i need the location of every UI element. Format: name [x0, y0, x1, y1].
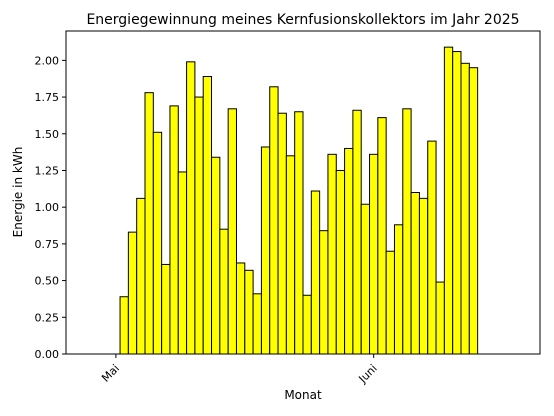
- bar-2025-05-08: [169, 105, 179, 355]
- bar-2025-05-31: [360, 203, 371, 355]
- bar-2025-05-10: [186, 61, 196, 355]
- bar-2025-05-05: [144, 92, 154, 355]
- bar-2025-06-06: [410, 192, 420, 355]
- bar-2025-06-10: [443, 46, 454, 355]
- bar-2025-05-11: [194, 96, 204, 355]
- bar-2025-06-04: [393, 224, 404, 355]
- bar-2025-05-06: [152, 131, 163, 355]
- bar-2025-06-13: [468, 67, 479, 355]
- bar-2025-05-23: [294, 111, 304, 355]
- y-tick-label: 0.50: [35, 275, 60, 288]
- bar-2025-05-24: [302, 294, 312, 355]
- bar-2025-05-29: [344, 147, 354, 355]
- bar-2025-06-11: [452, 51, 462, 355]
- bar-2025-05-07: [161, 263, 171, 355]
- bar-2025-06-08: [427, 140, 437, 355]
- bar-2025-06-07: [418, 197, 429, 355]
- bar-2025-05-25: [310, 190, 321, 355]
- chart-title: Energiegewinnung meines Kernfusionskolle…: [86, 12, 519, 28]
- bar-2025-05-27: [327, 153, 337, 355]
- bar-2025-05-02: [119, 296, 129, 355]
- bar-2025-06-01: [369, 153, 379, 355]
- bar-2025-05-22: [285, 155, 296, 355]
- bar-2025-06-05: [402, 108, 412, 355]
- bar-2025-05-30: [352, 109, 362, 355]
- bar-2025-06-09: [435, 281, 445, 355]
- bar-2025-05-26: [319, 230, 329, 355]
- y-tick-label: 0.00: [35, 348, 60, 361]
- x-axis-label: Monat: [284, 388, 322, 402]
- y-tick-label: 0.25: [35, 311, 60, 324]
- bar-2025-05-03: [127, 231, 138, 355]
- bar-2025-06-12: [460, 62, 470, 355]
- bar-2025-05-20: [269, 86, 279, 355]
- bar-2025-05-16: [235, 262, 246, 355]
- bar-2025-05-04: [136, 197, 146, 355]
- y-axis: 0.00 0.25 0.50 0.75 1.00 1.25 1.50 1.75 2.00: [35, 54, 66, 361]
- bar-2025-05-19: [260, 146, 271, 355]
- bar-2025-05-18: [252, 293, 262, 355]
- bar-2025-05-09: [177, 171, 188, 355]
- y-tick-label: 1.00: [35, 201, 60, 214]
- bar-2025-05-13: [211, 156, 221, 355]
- bar-2025-06-03: [385, 250, 395, 355]
- y-tick-label: 1.50: [35, 128, 60, 141]
- bar-2025-05-15: [227, 108, 237, 355]
- y-axis-label: Energie in kWh: [11, 147, 25, 238]
- bar-2025-05-28: [335, 169, 346, 355]
- bar-2025-05-12: [202, 76, 213, 355]
- bar-2025-05-21: [277, 112, 287, 355]
- y-tick-label: 1.75: [35, 91, 60, 104]
- plot-frame: [65, 30, 541, 355]
- y-tick-label: 0.75: [35, 238, 60, 251]
- y-tick-label: 1.25: [35, 164, 60, 177]
- bar-2025-05-17: [244, 269, 254, 355]
- bar-2025-06-02: [377, 117, 387, 355]
- bar-2025-05-14: [219, 228, 229, 355]
- y-tick-label: 2.00: [35, 54, 60, 67]
